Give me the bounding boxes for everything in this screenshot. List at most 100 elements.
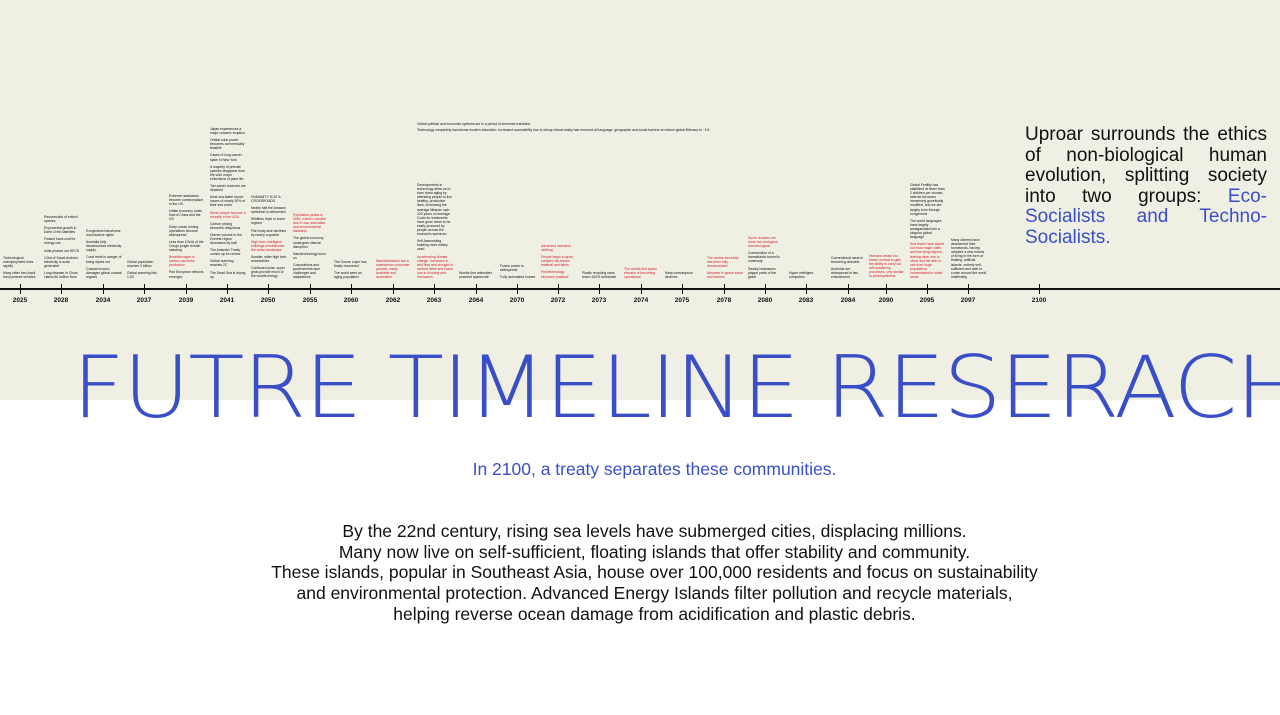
timeline-year-label: 2090: [878, 297, 894, 304]
timeline-axis: [0, 288, 1280, 290]
timeline-event: Fusion power is widespread: [500, 264, 524, 273]
timeline-event: Sea levels have wiped out most major cit…: [910, 242, 944, 279]
timeline-event: Tarr-sands reserves are depleted: [210, 184, 246, 193]
timeline-band: [0, 0, 1280, 400]
timeline-year-label: 2095: [919, 297, 935, 304]
timeline-tick: [393, 284, 394, 294]
side-statement-highlight: Eco-Socialists and Techno-Socialists.: [1025, 185, 1267, 248]
timeline-column-2034: Exogenesis transforms reproductive right…: [86, 229, 122, 282]
timeline-year-label: 2060: [343, 297, 359, 304]
timeline-event: The global economy undergoes intense dis…: [293, 236, 324, 249]
timeline-year-label: 2062: [385, 297, 401, 304]
timeline-column-2025: Technological unemployment rises rapidly…: [3, 256, 39, 282]
timeline-tick: [558, 284, 559, 294]
timeline-event: The worlds electricity has been fully de…: [707, 256, 739, 269]
timeline-tick: [641, 284, 642, 294]
timeline-year-label: 2083: [798, 297, 814, 304]
timeline-event: Deep ocean mining operations become wide…: [169, 224, 199, 237]
timeline-year-label: 2055: [302, 297, 318, 304]
timeline-year-label: 2075: [674, 297, 690, 304]
timeline-year-label: 2084: [840, 297, 856, 304]
timeline-tick: [848, 284, 849, 294]
timeline-event: 1/3rd of Saudi Arabia's electricity is s…: [44, 255, 79, 268]
timeline-event: Resurrection of extinct species: [44, 215, 78, 224]
timeline-tick: [927, 284, 928, 294]
timeline-event: The worlds first space elevator is becom…: [624, 267, 657, 280]
timeline-event: Smaller, safer high tech automobiles: [251, 255, 287, 264]
subtitle: In 2100, a treaty separates these commun…: [472, 459, 837, 479]
timeline-event: Carbon pricing becomes ubiquitous: [210, 221, 241, 230]
timeline-tick: [1039, 284, 1040, 294]
timeline-event: Global warming hits 1.5C: [127, 271, 157, 280]
timeline-event: Fish body size declines by nearly a quar…: [251, 228, 287, 237]
timeline-event: Finland bans coal for energy use: [44, 237, 76, 246]
timeline-column-2090: Humans create bio-based vertical to gain…: [869, 254, 905, 282]
timeline-column-2074: The worlds first space elevator is becom…: [624, 267, 660, 282]
timeline-event: Nearly half the Amazon rainforest is def…: [251, 206, 287, 215]
timeline-event: The Antarctic Treaty comes up for review: [210, 248, 241, 257]
timeline-year-label: 2072: [550, 297, 566, 304]
timeline-tick: [806, 284, 807, 294]
timeline-event: The world sees an aging population: [334, 271, 362, 280]
timeline-column-2037: Global population reaches 9 billion Globa…: [127, 260, 163, 282]
timeline-event: Coral reefs in danger of being wiped out: [86, 255, 122, 264]
timeline-column-2084: Conventional meat is becoming obsolete An…: [831, 256, 867, 282]
timeline-event: Coastal erosion damages global coastal r…: [86, 266, 122, 279]
timeline-tick: [144, 284, 145, 294]
timeline-event: Corporations and governments face challe…: [293, 262, 320, 280]
timeline-event: Population peaks in 2050, where a declin…: [293, 213, 327, 234]
timeline-event: Some humans are more non-biological than…: [748, 236, 778, 249]
timeline-event: Conventional meat is becoming obsolete: [831, 256, 863, 265]
side-statement-lead: Uproar surrounds the ethics of non-biolo…: [1025, 124, 1267, 207]
side-statement: Uproar surrounds the ethics of non-biolo…: [1025, 124, 1267, 248]
timeline-event: Fully automated homes: [500, 275, 536, 280]
timeline-column-2060: The Ozone Layer has finally recovered The…: [334, 260, 370, 282]
timeline-event: Global population reaches 9 billion: [127, 260, 154, 269]
timeline-event: The Ozone Layer has finally recovered: [334, 260, 367, 269]
timeline-column-2072: Advanced nanotech clothing People begin t…: [541, 244, 577, 282]
timeline-tick: [227, 284, 228, 294]
timeline-event: Many citizens have abandoned their homel…: [951, 238, 987, 279]
timeline-event: The world languages have largely amalgam…: [910, 218, 942, 240]
timeline-tick: [351, 284, 352, 294]
timeline-column-2062: Nanofabricators are a mainstream consume…: [376, 259, 412, 282]
timeline-tick: [103, 284, 104, 294]
timeline-column-2050: HUMANITY IS AT A CROSSROADS Nearly half t…: [251, 195, 287, 282]
timeline-event: Lung disease in China claims 80 million …: [44, 270, 78, 280]
timeline-wide-note: Technology completely transforms modern …: [417, 128, 710, 132]
timeline-tick: [599, 284, 600, 294]
timeline-event: Breakthroughs in carbon-nanotube product…: [169, 255, 195, 268]
timeline-event: Self Assembling building more widely use…: [417, 239, 448, 252]
timeline-event: Wildfires triple in some regions: [251, 217, 286, 226]
timeline-year-label: 2070: [509, 297, 525, 304]
timeline-column-2063: Developments in technology allow us to s…: [417, 183, 453, 282]
timeline-event: Pan European network emerges: [169, 270, 204, 279]
timeline-tick: [476, 284, 477, 294]
page-title: FUTRE TIMELINE RESERACH: [72, 338, 1280, 438]
timeline-event: Less than 1/3rds of the Congo jungle rem…: [169, 239, 204, 253]
timeline-event: White people become a minority in the US…: [210, 210, 246, 219]
timeline-column-2083: Hyper intelligent computers: [789, 271, 825, 282]
timeline-column-2039: Extreme heatwaves become commonplace in …: [169, 194, 205, 282]
timeline-event: Plastic recycling rates reach 100% world…: [582, 271, 617, 280]
timeline-tick: [61, 284, 62, 294]
timeline-year-label: 2041: [219, 297, 235, 304]
timeline-event: India phases out HFCS: [44, 248, 80, 253]
timeline-event: Exogenesis transforms reproductive right…: [86, 229, 121, 238]
timeline-tick: [310, 284, 311, 294]
timeline-event: Japan experiences a major volcanic erupt…: [210, 127, 246, 136]
timeline-event: Orbital solar power becomes commercially…: [210, 138, 245, 151]
timeline-column-2080: Some humans are more non-biological than…: [748, 236, 784, 282]
timeline-event: A majority of primate species disappear …: [210, 164, 246, 181]
timeline-column-2073: Plastic recycling rates reach 100% world…: [582, 271, 618, 282]
timeline-event: Global warming reaches 2C: [210, 259, 234, 268]
timeline-event: Developments in technology allow us to s…: [417, 183, 452, 237]
timeline-event: Accelerating climate change. Increases i…: [417, 254, 453, 279]
timeline-tick: [724, 284, 725, 294]
timeline-tick: [886, 284, 887, 294]
timeline-year-label: 2080: [757, 297, 773, 304]
timeline-year-label: 2025: [12, 297, 28, 304]
body-line: By the 22nd century, rising sea levels h…: [342, 521, 967, 541]
timeline-event: Worlds first antimatter powered spacecra…: [459, 271, 492, 280]
timeline-tick: [268, 284, 269, 294]
